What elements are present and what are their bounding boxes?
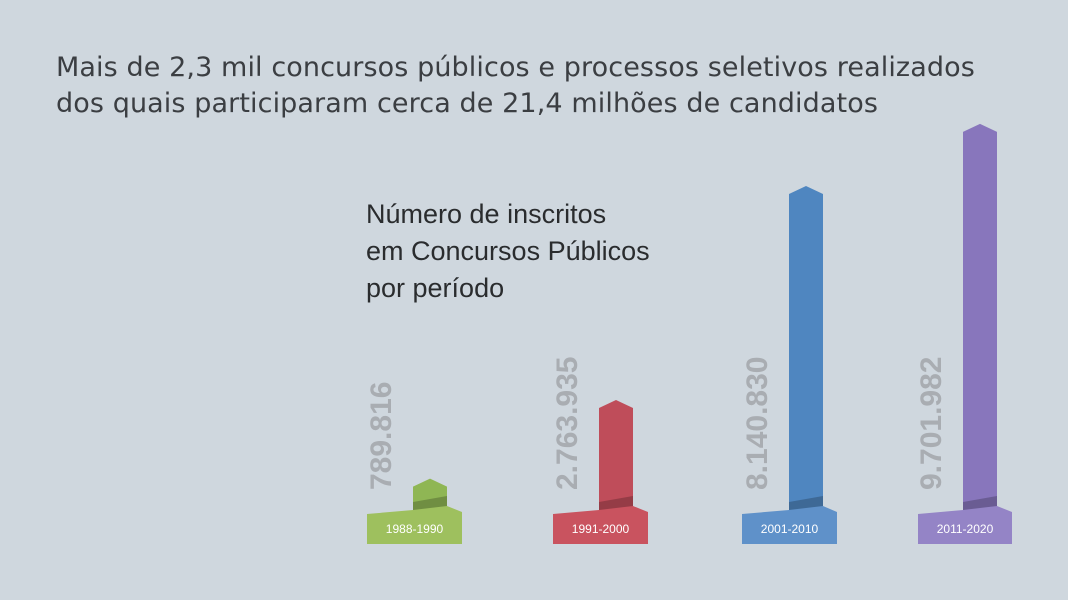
chart-title-line-3: por período xyxy=(366,273,505,303)
bar-fold-2001-2010 xyxy=(789,496,823,510)
bar-1991-2000 xyxy=(599,399,633,510)
category-tag-2001-2010 xyxy=(742,506,837,544)
bar-2011-2020 xyxy=(963,123,997,510)
chart-title: Número de inscritos em Concursos Público… xyxy=(366,196,726,307)
chart-title-line-2: em Concursos Públicos xyxy=(366,236,650,266)
value-label: 2.763.935 xyxy=(551,357,584,490)
category-label: 1991-2000 xyxy=(572,522,630,536)
category-tag-1988-1990 xyxy=(367,506,462,544)
category-tag-1991-2000 xyxy=(553,506,648,544)
bar-fold-1991-2000 xyxy=(599,496,633,510)
bar-fold-2011-2020 xyxy=(963,496,997,510)
bar-fold-1988-1990 xyxy=(413,496,447,510)
category-label: 2001-2010 xyxy=(761,522,819,536)
category-label: 1988-1990 xyxy=(386,522,444,536)
headline: Mais de 2,3 mil concursos públicos e pro… xyxy=(56,52,975,119)
value-label: 9.701.982 xyxy=(915,357,948,490)
category-tag-2011-2020 xyxy=(918,506,1012,544)
category-label: 2011-2020 xyxy=(937,522,994,536)
value-label: 8.140.830 xyxy=(741,357,774,490)
chart-title-line-1: Número de inscritos xyxy=(366,199,607,229)
value-label: 789.816 xyxy=(365,382,398,490)
bar-2001-2010 xyxy=(789,185,823,510)
